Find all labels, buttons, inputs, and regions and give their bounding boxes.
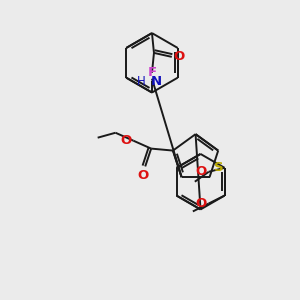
Text: N: N (151, 75, 162, 88)
Text: O: O (196, 197, 207, 210)
Text: O: O (138, 169, 149, 182)
Text: O: O (174, 50, 185, 63)
Text: S: S (214, 161, 223, 174)
Text: F: F (147, 66, 157, 79)
Text: O: O (120, 134, 131, 147)
Text: H: H (137, 75, 146, 88)
Text: O: O (196, 165, 207, 178)
